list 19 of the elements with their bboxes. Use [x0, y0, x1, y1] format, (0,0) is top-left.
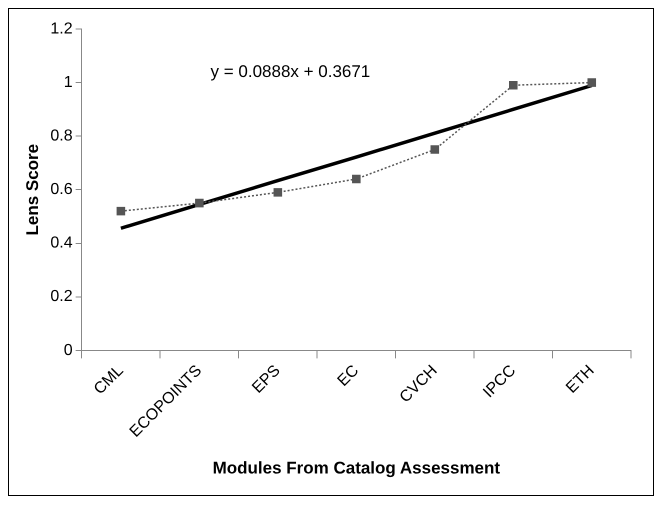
y-tick-label: 0.4	[50, 234, 73, 252]
y-tick-label: 0.2	[50, 288, 73, 306]
y-tick-label: 0.8	[50, 128, 73, 145]
annotation: y = 0.0888x + 0.3671	[210, 62, 370, 81]
y-tick-label: 0	[64, 342, 73, 359]
point	[116, 206, 126, 216]
x-axis-title: Modules From Catalog Assessment	[212, 458, 500, 478]
x-tick-label: EC	[334, 362, 362, 390]
y-tick-label: 0.6	[50, 181, 73, 198]
x-tick-label: CML	[90, 362, 127, 398]
point	[274, 188, 282, 197]
y-axis-title: Lens Score	[22, 144, 42, 236]
y-tick-label: 1.2	[50, 20, 73, 38]
point	[508, 80, 518, 90]
y-tick-label: 1	[64, 74, 73, 91]
point	[195, 198, 204, 208]
point	[430, 145, 440, 154]
point	[352, 174, 361, 184]
point	[587, 78, 596, 87]
